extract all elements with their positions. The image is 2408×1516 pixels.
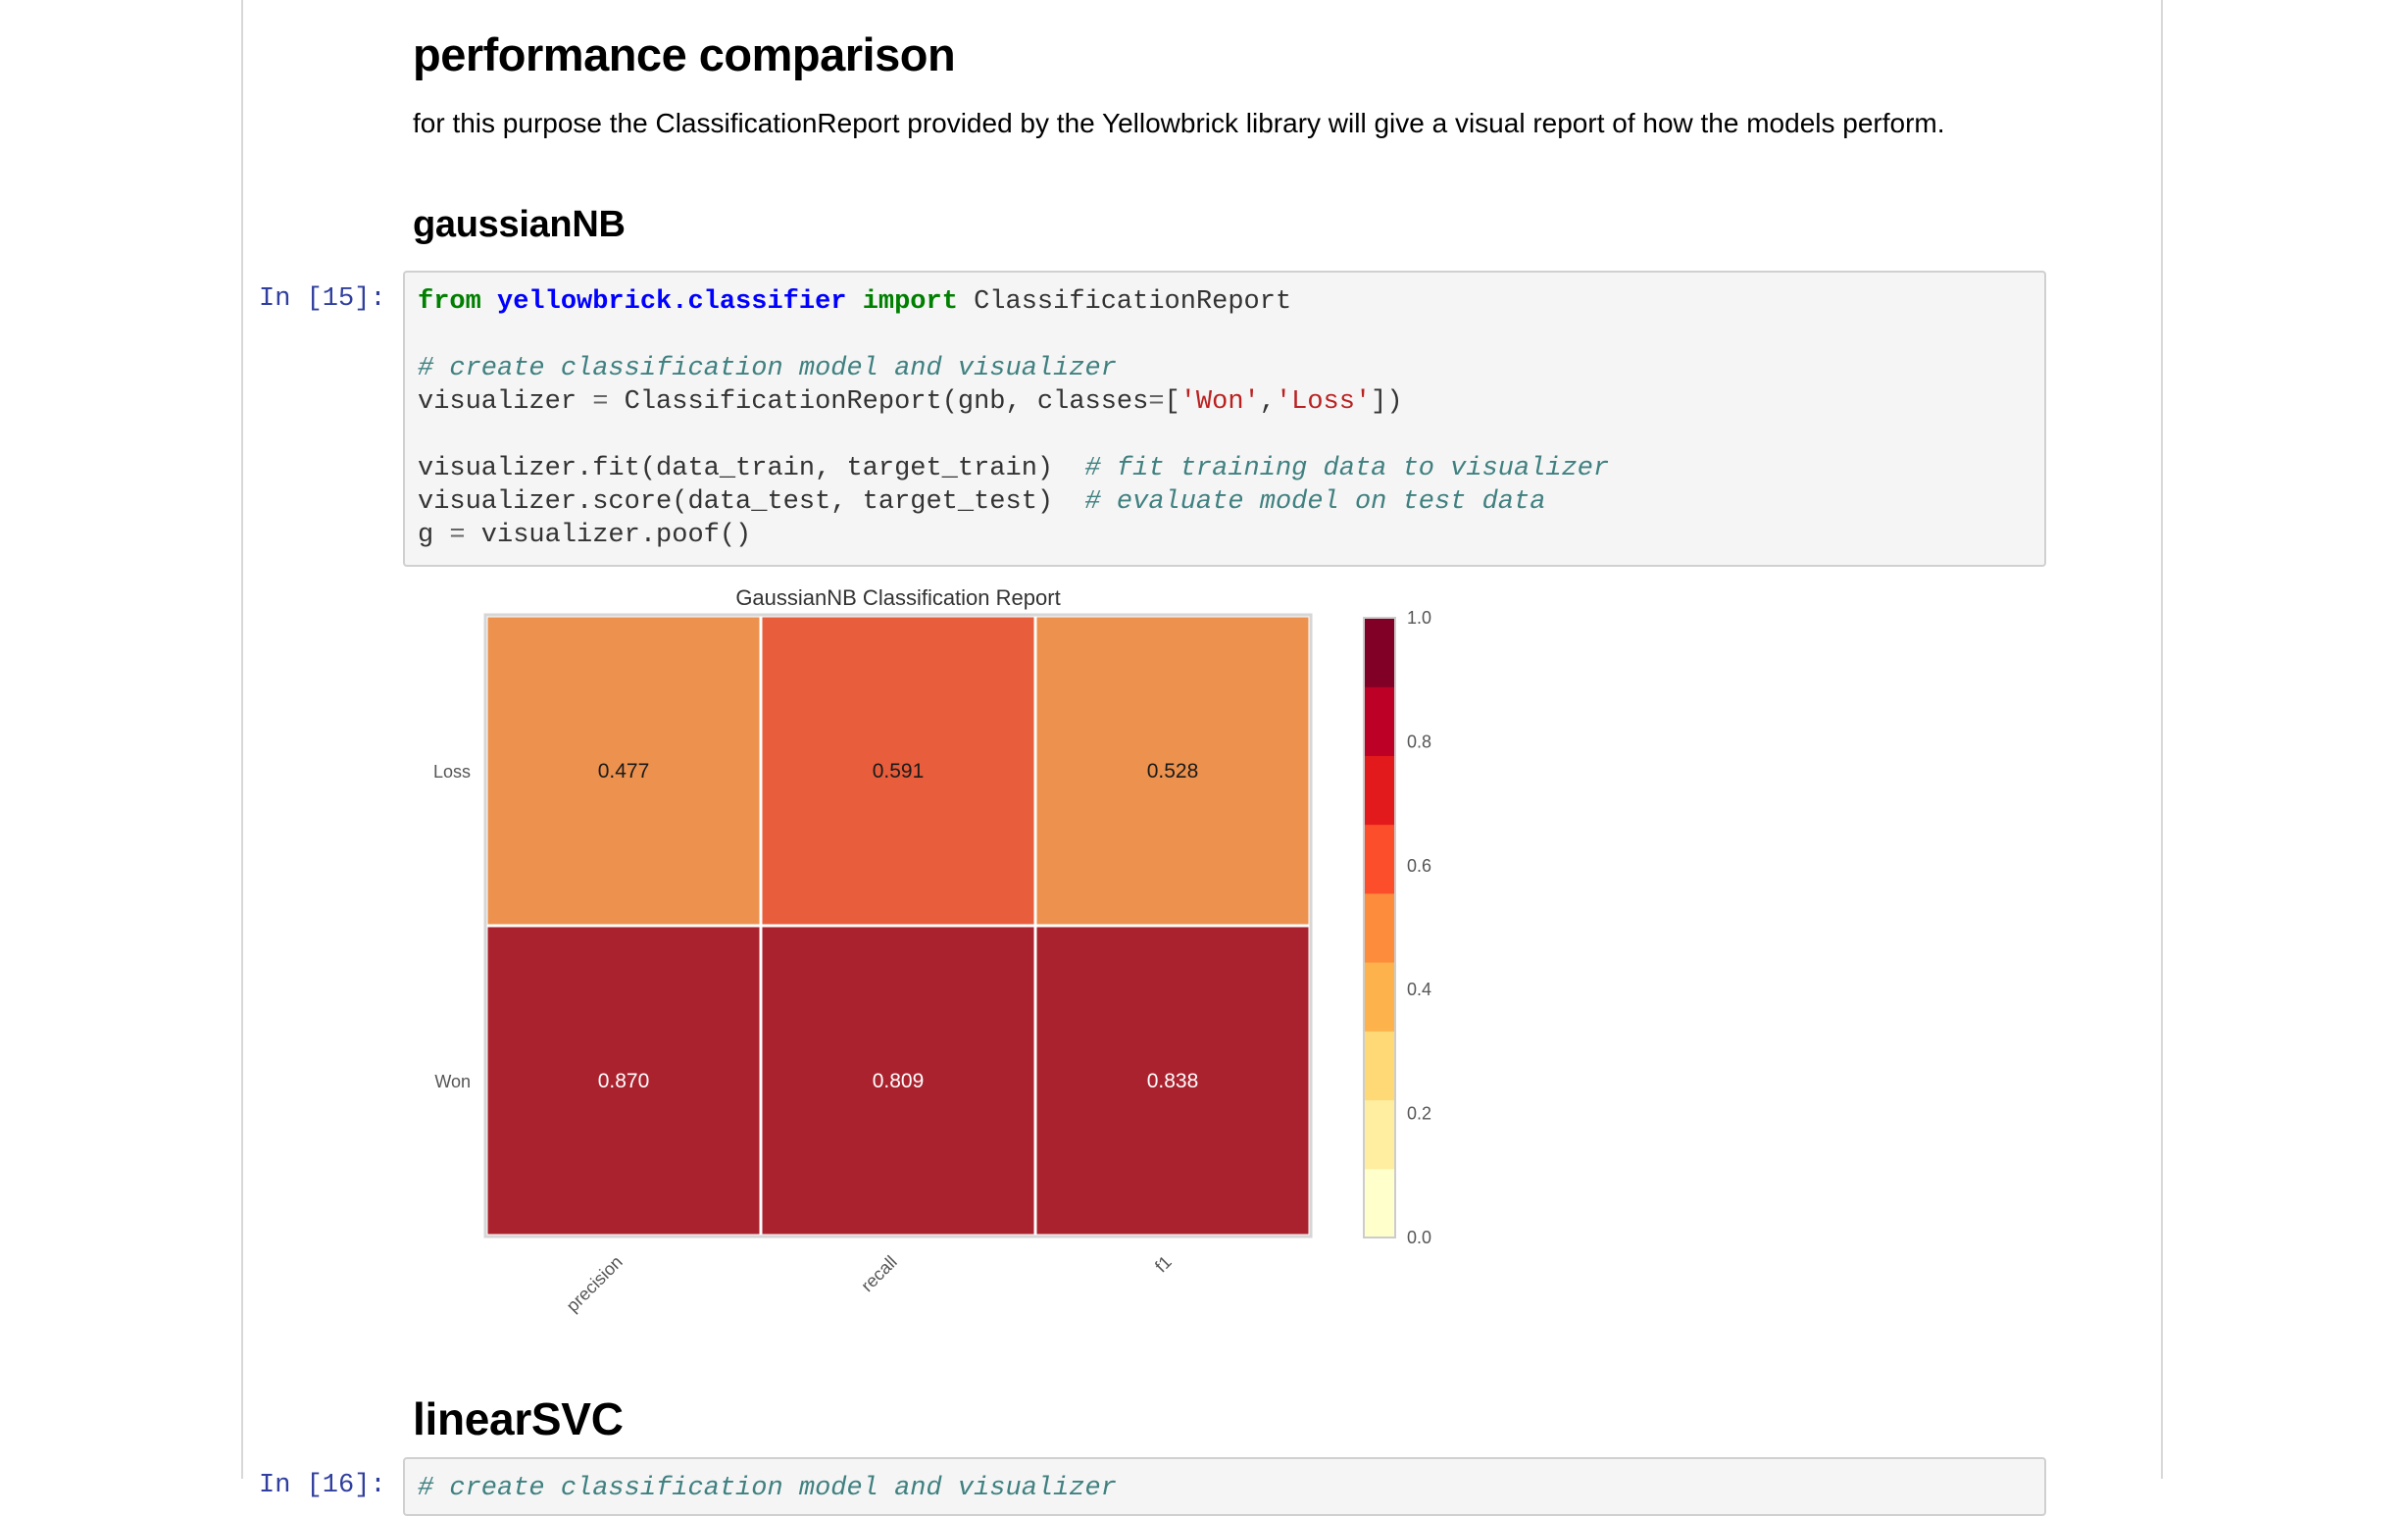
code-text: ClassificationReport xyxy=(957,287,1292,317)
colorbar-tick-label: 0.6 xyxy=(1407,856,1431,876)
heatmap-cell xyxy=(1033,614,1312,928)
colorbar-segment xyxy=(1364,1031,1395,1101)
code-text: , xyxy=(1259,387,1276,417)
colorbar-tick-label: 0.4 xyxy=(1407,980,1431,999)
cell-value-label: 0.477 xyxy=(598,760,650,783)
code-comment: # fit training data to visualizer xyxy=(1084,454,1610,483)
cell-value-label: 0.528 xyxy=(1147,760,1199,783)
subheading-gaussiannb: gaussianNB xyxy=(413,204,626,245)
code-text: [ xyxy=(1164,387,1180,417)
cell-value-label: 0.809 xyxy=(873,1070,925,1092)
heatmap-frame xyxy=(483,613,1313,1238)
code-string: 'Loss' xyxy=(1275,387,1372,417)
code-editor[interactable]: # create classification model and visual… xyxy=(418,1472,1117,1505)
colorbar-segment xyxy=(1364,1099,1395,1170)
colorbar-segment xyxy=(1364,618,1395,687)
subheading-linearsvc: linearSVC xyxy=(413,1393,624,1444)
cell-value-label: 0.838 xyxy=(1147,1070,1199,1092)
code-text: visualizer.fit(data_train, target_train) xyxy=(418,454,1085,483)
colorbar-tick-label: 0.2 xyxy=(1407,1104,1431,1124)
code-operator: = xyxy=(449,521,466,550)
code-text: ]) xyxy=(1371,387,1403,417)
colorbar-segment xyxy=(1364,755,1395,826)
input-prompt: In [15]: xyxy=(259,284,386,314)
code-cell[interactable]: # create classification model and visual… xyxy=(403,1457,2046,1516)
code-comment: # evaluate model on test data xyxy=(1084,487,1546,517)
code-keyword: import xyxy=(862,287,958,317)
code-module: yellowbrick.classifier xyxy=(497,287,847,317)
cell-value-label: 0.591 xyxy=(873,760,925,783)
code-keyword: from xyxy=(418,287,481,317)
code-operator: = xyxy=(1148,387,1165,417)
code-text: g xyxy=(418,521,450,550)
code-text: visualizer.score(data_test, target_test) xyxy=(418,487,1085,517)
heatmap-cell xyxy=(484,614,763,928)
code-operator: = xyxy=(592,387,609,417)
colorbar-segment xyxy=(1364,824,1395,894)
section-heading: performance comparison xyxy=(413,28,956,80)
colorbar-segment xyxy=(1364,892,1395,963)
colorbar-tick-label: 0.0 xyxy=(1407,1228,1431,1247)
row-label: Loss xyxy=(433,762,471,782)
code-comment: # create classification model and visual… xyxy=(418,354,1117,383)
column-label: precision xyxy=(563,1252,627,1316)
code-text: visualizer.poof() xyxy=(465,521,752,550)
code-editor[interactable]: from yellowbrick.classifier import Class… xyxy=(418,285,1609,552)
column-label: f1 xyxy=(1151,1252,1176,1277)
code-string: 'Won' xyxy=(1179,387,1260,417)
classification-report-chart: GaussianNB Classification Report 0.477 0.5… xyxy=(433,585,1431,1316)
heatmap-cell xyxy=(759,614,1037,928)
colorbar-tick-label: 1.0 xyxy=(1407,608,1431,628)
colorbar-segment xyxy=(1364,962,1395,1032)
colorbar-frame xyxy=(1363,617,1396,1238)
code-text: ClassificationReport(gnb, classes xyxy=(608,387,1149,417)
code-cell[interactable]: from yellowbrick.classifier import Class… xyxy=(403,271,2046,567)
cell-value-label: 0.870 xyxy=(598,1070,650,1092)
intro-paragraph: for this purpose the ClassificationRepor… xyxy=(413,108,1945,138)
colorbar-segment xyxy=(1364,1168,1395,1238)
colorbar-tick-label: 0.8 xyxy=(1407,732,1431,751)
heatmap-cell xyxy=(484,924,763,1238)
chart-title: GaussianNB Classification Report xyxy=(735,585,1060,610)
colorbar-segment xyxy=(1364,686,1395,756)
row-label: Won xyxy=(434,1072,471,1091)
column-label: recall xyxy=(857,1252,901,1296)
input-prompt: In [16]: xyxy=(259,1471,386,1500)
code-text: visualizer xyxy=(418,387,593,417)
